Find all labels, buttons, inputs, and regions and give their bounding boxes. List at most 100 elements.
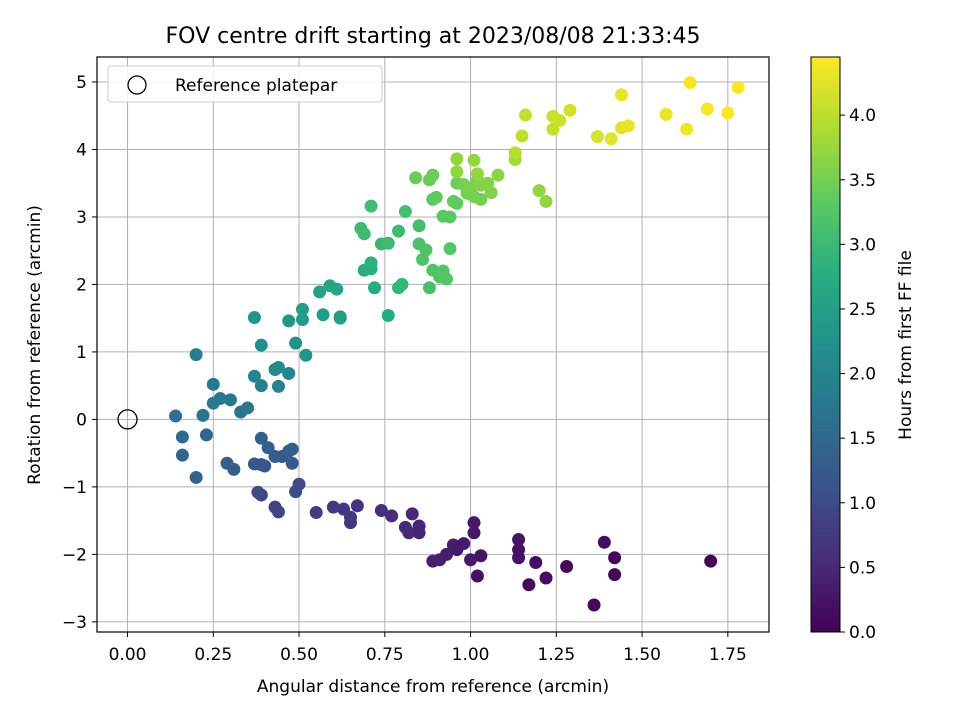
- data-point: [470, 167, 484, 181]
- data-point: [467, 526, 481, 540]
- y-axis-ticks: −3 −2 −1 0 1 2 3 4 5: [62, 73, 97, 633]
- grid-lines: [97, 57, 769, 632]
- data-point: [251, 485, 265, 499]
- data-point: [344, 516, 358, 530]
- y-tick-label: −1: [62, 478, 87, 498]
- data-point: [426, 554, 440, 568]
- y-axis-label: Rotation from reference (arcmin): [25, 205, 45, 485]
- data-point: [491, 168, 505, 182]
- y-tick-label: −2: [62, 545, 87, 565]
- data-point: [518, 108, 532, 122]
- data-point: [313, 285, 327, 299]
- x-tick-label: 0.25: [194, 645, 232, 665]
- data-point: [392, 224, 406, 238]
- data-point: [440, 272, 454, 286]
- data-point: [374, 504, 388, 518]
- x-axis-ticks: 0.00 0.25 0.50 0.75 1.00 1.25 1.50 1.75: [109, 632, 747, 665]
- colorbar-tick-label: 2.0: [849, 365, 876, 385]
- data-point: [597, 535, 611, 549]
- data-point: [254, 379, 268, 393]
- data-point: [539, 194, 553, 208]
- data-point: [621, 119, 635, 133]
- data-point: [529, 555, 543, 569]
- data-point: [409, 171, 423, 185]
- data-point: [333, 310, 347, 324]
- data-point: [532, 184, 546, 198]
- data-point: [175, 430, 189, 444]
- data-point: [364, 256, 378, 270]
- data-point: [450, 196, 464, 210]
- x-tick-label: 0.50: [280, 645, 318, 665]
- data-point: [289, 336, 303, 350]
- data-point: [464, 553, 478, 567]
- colorbar-tick-label: 3.5: [849, 171, 876, 191]
- data-point: [405, 507, 419, 521]
- x-tick-label: 0.75: [366, 645, 404, 665]
- colorbar-ticks: 0.0 0.5 1.0 1.5 2.0 2.5 3.0 3.5 4.0: [840, 106, 876, 643]
- data-point: [196, 408, 210, 422]
- colorbar-tick-label: 4.0: [849, 106, 876, 126]
- data-points: [117, 76, 745, 612]
- data-point: [254, 338, 268, 352]
- colorbar-tick-label: 2.5: [849, 300, 876, 320]
- y-tick-label: 4: [76, 140, 87, 160]
- data-point: [731, 80, 745, 94]
- data-point: [398, 205, 412, 219]
- legend-entry-reference: Reference platepar: [175, 76, 337, 96]
- data-point: [481, 176, 495, 190]
- data-point: [381, 308, 395, 322]
- data-point: [271, 505, 285, 519]
- data-point: [271, 360, 285, 374]
- data-point: [316, 308, 330, 322]
- data-point: [700, 102, 714, 116]
- x-tick-label: 1.00: [452, 645, 490, 665]
- data-point: [206, 377, 220, 391]
- data-point: [247, 457, 261, 471]
- data-point: [189, 470, 203, 484]
- data-point: [289, 485, 303, 499]
- data-point: [608, 568, 622, 582]
- data-point: [422, 281, 436, 295]
- data-point: [261, 441, 275, 455]
- colorbar-tick-label: 0.5: [849, 558, 876, 578]
- y-tick-label: 1: [76, 343, 87, 363]
- data-point: [395, 277, 409, 291]
- data-point: [659, 107, 673, 121]
- colorbar-tick-label: 1.0: [849, 494, 876, 514]
- y-tick-label: 3: [76, 208, 87, 228]
- data-point: [614, 88, 628, 102]
- data-point: [247, 369, 261, 383]
- data-point: [199, 428, 213, 442]
- data-point: [443, 242, 457, 256]
- data-point: [299, 348, 313, 362]
- data-point: [539, 571, 553, 585]
- data-point: [213, 391, 227, 405]
- data-point: [412, 526, 426, 540]
- data-point: [330, 282, 344, 296]
- data-point: [426, 168, 440, 182]
- y-tick-label: 2: [76, 275, 87, 295]
- data-point: [604, 132, 618, 146]
- data-point: [450, 543, 464, 557]
- data-point: [560, 560, 574, 574]
- data-point: [522, 578, 536, 592]
- x-tick-label: 1.50: [623, 645, 661, 665]
- data-point: [608, 551, 622, 565]
- data-point: [189, 348, 203, 362]
- data-point: [326, 500, 340, 514]
- data-point: [282, 314, 296, 328]
- y-tick-label: 5: [76, 73, 87, 93]
- data-point: [508, 146, 522, 160]
- legend-reference-marker: [127, 75, 147, 95]
- data-point: [419, 243, 433, 257]
- data-point: [175, 448, 189, 462]
- y-tick-label: −3: [62, 613, 87, 633]
- data-point: [398, 520, 412, 534]
- data-point: [385, 509, 399, 523]
- data-point: [268, 450, 282, 464]
- data-point: [450, 152, 464, 166]
- colorbar-gradient: [810, 56, 841, 633]
- data-point: [467, 516, 481, 530]
- data-point: [721, 106, 735, 120]
- data-point: [337, 502, 351, 516]
